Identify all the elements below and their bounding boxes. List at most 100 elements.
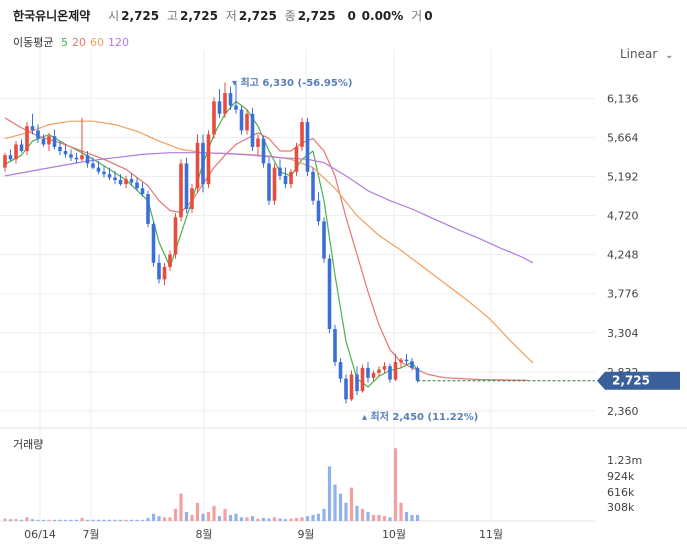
candle bbox=[393, 353, 398, 382]
candle-body bbox=[404, 359, 409, 362]
change-value: 0 bbox=[347, 9, 356, 23]
volume-bar bbox=[223, 508, 227, 521]
candle bbox=[25, 122, 29, 156]
candle bbox=[201, 134, 205, 193]
ma-period-5: 5 bbox=[60, 36, 68, 49]
volume-bar bbox=[157, 516, 161, 521]
current-price-label: 2,725 bbox=[612, 374, 650, 388]
candle-body bbox=[118, 180, 123, 185]
volume-bar bbox=[272, 517, 277, 521]
volume-bar bbox=[256, 518, 260, 521]
open-label: 시 bbox=[108, 9, 120, 23]
volume-value: 0 bbox=[424, 9, 433, 23]
candle-body bbox=[8, 155, 13, 160]
scale-select[interactable]: Linear ⌄ bbox=[620, 47, 674, 61]
candle-body bbox=[415, 367, 420, 381]
volume-bar bbox=[316, 513, 321, 521]
candle bbox=[173, 213, 178, 259]
axes: 6,1365,6645,1924,7204,2483,7763,3042,832… bbox=[24, 92, 642, 541]
volume-bar bbox=[118, 519, 123, 521]
ma-period-120: 120 bbox=[107, 36, 129, 49]
volume-bar bbox=[217, 516, 222, 521]
volume-bar bbox=[179, 493, 183, 521]
candle bbox=[212, 97, 216, 139]
candle-body bbox=[107, 174, 112, 178]
volume-bar bbox=[382, 516, 387, 521]
ma5-line bbox=[4, 100, 419, 388]
volume-bar bbox=[311, 514, 315, 521]
volume-bar bbox=[195, 502, 200, 521]
candle-body bbox=[36, 130, 40, 139]
candle bbox=[63, 144, 68, 158]
volume-bar bbox=[58, 519, 62, 521]
candle-body bbox=[267, 163, 271, 201]
candle-body bbox=[85, 155, 90, 164]
volume-bar bbox=[146, 517, 150, 521]
candle-body bbox=[41, 138, 46, 145]
candle-body bbox=[305, 122, 310, 172]
volume-bar bbox=[344, 502, 348, 521]
candle bbox=[316, 192, 321, 226]
candle-body bbox=[371, 372, 376, 378]
candle bbox=[30, 113, 35, 135]
candle-body bbox=[30, 126, 35, 131]
volume-bar bbox=[74, 519, 79, 521]
candle-body bbox=[234, 105, 238, 110]
volume-bar bbox=[107, 519, 112, 521]
candle bbox=[124, 175, 128, 189]
volume-bar bbox=[355, 505, 359, 521]
candle bbox=[245, 109, 249, 135]
candle bbox=[410, 357, 414, 371]
candle-body bbox=[410, 361, 414, 368]
x-tick-label: 9월 bbox=[297, 528, 314, 541]
candle-body bbox=[360, 367, 365, 392]
candle bbox=[283, 167, 288, 189]
candle bbox=[256, 134, 260, 156]
volume-bar bbox=[129, 519, 134, 521]
volume-tick-label: 924k bbox=[607, 470, 635, 483]
candle bbox=[349, 370, 354, 401]
price-tick-label: 5,192 bbox=[607, 171, 639, 184]
price-tick-label: 6,136 bbox=[607, 92, 639, 105]
volume-bar bbox=[135, 519, 139, 521]
candle-body bbox=[113, 177, 117, 181]
candle-body bbox=[69, 154, 73, 158]
volume-bar bbox=[399, 502, 403, 521]
candle bbox=[294, 142, 299, 176]
volume-bar bbox=[69, 519, 73, 521]
candle bbox=[388, 363, 392, 383]
volume-label: 거 bbox=[411, 9, 423, 23]
candle bbox=[327, 254, 332, 334]
price-tick-label: 3,776 bbox=[607, 288, 639, 301]
ma20-line bbox=[4, 117, 528, 381]
volume-bar bbox=[85, 519, 90, 521]
candle bbox=[355, 366, 359, 396]
candle bbox=[272, 163, 277, 205]
volume-bar bbox=[278, 518, 282, 521]
candle-body bbox=[283, 175, 288, 185]
moving-average-lines bbox=[4, 100, 534, 388]
candle bbox=[404, 353, 409, 365]
grid bbox=[0, 50, 687, 522]
candle bbox=[118, 174, 123, 186]
candle-body bbox=[355, 374, 359, 392]
candle bbox=[338, 357, 343, 383]
candle-body bbox=[173, 217, 178, 255]
candle bbox=[168, 250, 172, 272]
candle bbox=[278, 159, 282, 181]
candle-body bbox=[201, 142, 205, 185]
volume-bar bbox=[305, 516, 310, 521]
volume-bar bbox=[250, 516, 255, 521]
candle bbox=[8, 149, 13, 161]
candle-body bbox=[3, 155, 7, 168]
open-value: 2,725 bbox=[121, 9, 160, 23]
volume-bar bbox=[41, 519, 46, 521]
candle-body bbox=[333, 328, 337, 363]
candle bbox=[344, 374, 348, 404]
volume-bar bbox=[338, 493, 343, 521]
volume-bar bbox=[113, 519, 117, 521]
price-tick-label: 2,360 bbox=[607, 405, 639, 418]
candle bbox=[261, 136, 266, 168]
moving-average-legend[interactable]: 이동평균 5 20 60 120 bbox=[13, 34, 133, 50]
